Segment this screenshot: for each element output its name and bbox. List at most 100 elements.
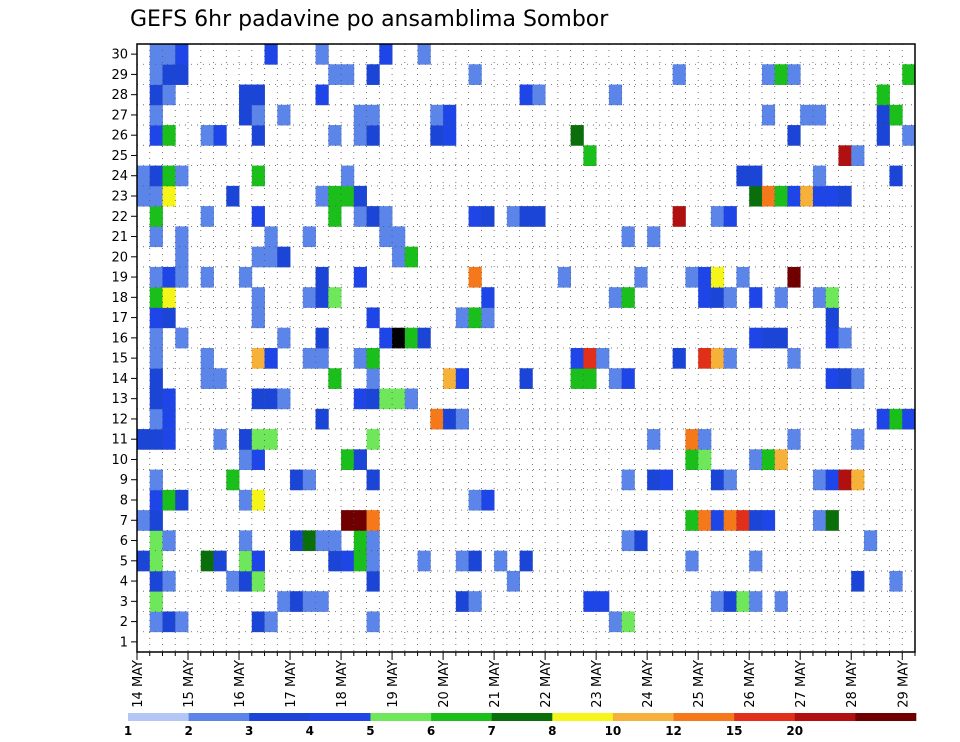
heatmap-cell: [290, 530, 304, 552]
heatmap-cell: [621, 611, 635, 633]
colorbar-label: 6: [427, 724, 435, 738]
heatmap-cell: [812, 185, 827, 207]
heatmap-cell: [251, 307, 265, 329]
heatmap-cell: [239, 266, 253, 288]
y-tick-label: 11: [111, 433, 128, 448]
y-tick-label: 3: [120, 595, 128, 610]
x-tick-label: 24 MAY: [641, 660, 656, 708]
heatmap-cell: [468, 550, 482, 572]
heatmap-cell: [366, 104, 380, 126]
y-tick-label: 1: [120, 635, 128, 650]
heatmap-cell: [137, 165, 151, 187]
heatmap-cell: [455, 368, 469, 389]
x-tick-label: 14 MAY: [131, 660, 146, 708]
heatmap-cell: [685, 429, 699, 450]
heatmap-cell: [328, 206, 342, 227]
heatmap-cell: [149, 469, 163, 491]
x-tick-label: 21 MAY: [488, 660, 503, 708]
heatmap-cell: [200, 368, 214, 389]
heatmap-cell: [162, 84, 176, 106]
heatmap-cell: [583, 348, 597, 369]
heatmap-cell: [379, 226, 393, 248]
heatmap-cell: [175, 611, 189, 633]
heatmap-cell: [251, 125, 265, 146]
heatmap-cell: [315, 287, 329, 308]
heatmap-cell: [149, 104, 163, 126]
y-tick-label: 18: [111, 291, 128, 306]
heatmap-cell: [634, 266, 648, 288]
heatmap-cell: [749, 591, 763, 612]
heatmap-cell: [570, 125, 584, 146]
heatmap-cell: [302, 591, 316, 612]
heatmap-cell: [149, 327, 163, 349]
heatmap-cell: [149, 165, 163, 187]
y-tick-label: 5: [120, 554, 128, 569]
heatmap-cell: [175, 246, 189, 268]
heatmap-cell: [468, 591, 482, 612]
heatmap-cell: [825, 368, 839, 389]
x-tick-label: 18 MAY: [335, 660, 350, 708]
heatmap-cell: [838, 145, 852, 166]
heatmap-cell: [239, 489, 253, 511]
heatmap-cell: [710, 591, 725, 612]
heatmap-cell: [353, 206, 367, 227]
heatmap-cell: [621, 287, 635, 308]
heatmap-cell: [251, 550, 265, 572]
heatmap-cell: [328, 287, 342, 308]
heatmap-cell: [761, 510, 776, 531]
heatmap-cell: [723, 287, 737, 308]
heatmap-cell: [328, 530, 342, 552]
heatmap-cell: [162, 429, 176, 450]
heatmap-cell: [239, 570, 253, 592]
y-tick-label: 20: [111, 250, 128, 265]
y-tick-label: 4: [120, 575, 128, 590]
y-tick-label: 23: [111, 190, 128, 205]
heatmap-cell: [366, 206, 380, 227]
heatmap-cell: [876, 84, 890, 106]
colorbar-label: 15: [726, 724, 743, 738]
y-tick-label: 13: [111, 392, 128, 407]
x-tick-label: 28 MAY: [845, 660, 860, 708]
heatmap-cell: [519, 368, 533, 389]
heatmap-cell: [404, 327, 418, 349]
heatmap-cell: [825, 510, 839, 531]
heatmap-cell: [239, 530, 253, 552]
grid-lines: [137, 44, 915, 653]
heatmap-cell: [353, 185, 367, 207]
heatmap-cell: [366, 348, 380, 369]
heatmap-cell: [200, 550, 214, 572]
heatmap-cell: [710, 287, 725, 308]
x-tick-label: 23 MAY: [590, 660, 605, 708]
colorbar-segment: [188, 713, 250, 721]
heatmap-cell: [647, 469, 661, 491]
heatmap-cell: [443, 104, 457, 126]
heatmap-cell: [149, 368, 163, 389]
heatmap-cell: [341, 64, 355, 85]
heatmap-cell: [506, 206, 521, 227]
y-tick-label: 2: [120, 615, 128, 630]
heatmap-cell: [175, 165, 189, 187]
heatmap-cell: [302, 287, 316, 308]
heatmap-cell: [672, 206, 686, 227]
heatmap-cell: [251, 206, 265, 227]
heatmap-cell: [889, 165, 903, 187]
heatmap-cell: [162, 307, 176, 329]
heatmap-cell: [774, 591, 788, 612]
heatmap-cell: [698, 510, 712, 531]
x-tick-label: 19 MAY: [386, 660, 401, 708]
heatmap-cell: [213, 368, 227, 389]
colorbar-segment: [128, 713, 189, 721]
colorbar-segment: [370, 713, 432, 721]
heatmap-cell: [608, 611, 623, 633]
heatmap-cell: [264, 226, 278, 248]
heatmap-cell: [366, 469, 380, 491]
heatmap-cell: [315, 591, 329, 612]
heatmap-cell: [366, 510, 380, 531]
heatmap-cell: [634, 530, 648, 552]
heatmap-cell: [583, 368, 597, 389]
heatmap-cell: [761, 185, 776, 207]
heatmap-cell: [353, 449, 367, 470]
y-tick-label: 15: [111, 352, 128, 367]
y-tick-label: 14: [111, 372, 128, 387]
heatmap-cell: [787, 348, 801, 369]
